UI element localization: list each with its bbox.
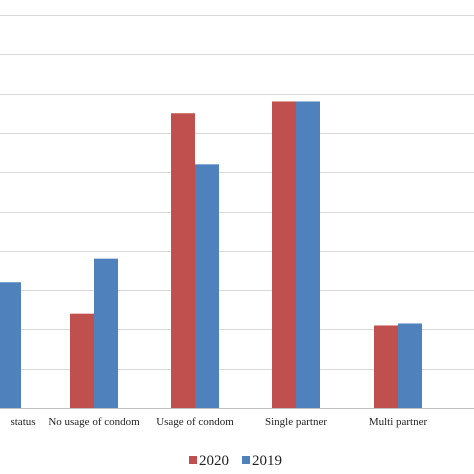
x-tick-label: No usage of condom xyxy=(48,416,140,428)
bar-2019-status xyxy=(0,282,21,408)
bar-2020-single-partner xyxy=(272,101,296,409)
bar-2019-multi-partner xyxy=(398,323,422,408)
bars xyxy=(0,101,422,409)
bar-2020-no-usage-of-condom xyxy=(70,313,94,408)
legend: 2020 2019 xyxy=(189,453,282,469)
x-axis-tick-labels: status No usage of condom Usage of condom S… xyxy=(10,416,427,428)
x-tick-label: status xyxy=(10,416,35,428)
x-tick-label: Single partner xyxy=(265,416,327,428)
x-tick-label: Usage of condom xyxy=(156,416,234,428)
bar-2020-multi-partner xyxy=(374,325,398,408)
legend-label-2020: 2020 xyxy=(199,453,229,469)
bar-2020-usage-of-condom xyxy=(171,113,195,408)
bar-2019-usage-of-condom xyxy=(195,164,219,408)
bar-2019-no-usage-of-condom xyxy=(94,258,118,408)
x-tick-label: Multi partner xyxy=(369,416,428,428)
legend-swatch-2020 xyxy=(189,456,197,464)
legend-swatch-2019 xyxy=(242,456,250,464)
bar-2019-single-partner xyxy=(296,101,320,409)
legend-label-2019: 2019 xyxy=(252,453,282,469)
